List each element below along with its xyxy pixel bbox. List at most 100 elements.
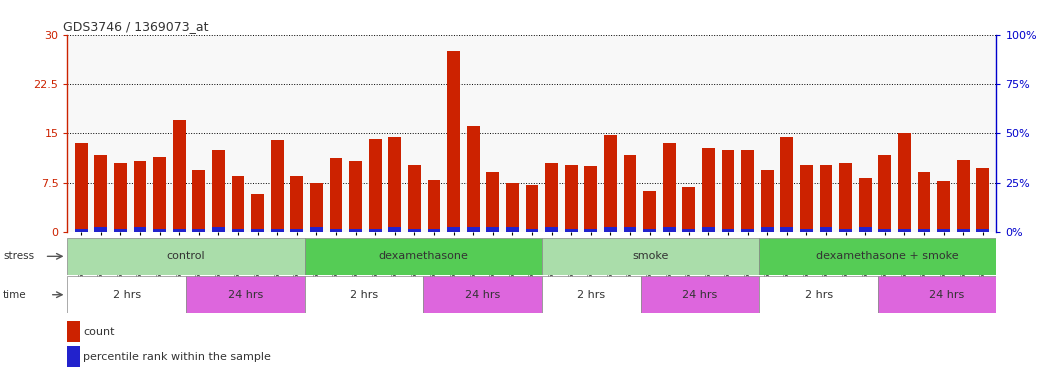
- Text: 2 hrs: 2 hrs: [577, 290, 605, 300]
- Bar: [644, 229, 656, 232]
- Bar: [94, 154, 107, 232]
- Text: GDS3746 / 1369073_at: GDS3746 / 1369073_at: [63, 20, 209, 33]
- Bar: [154, 229, 166, 232]
- Bar: [781, 137, 793, 232]
- Bar: [114, 229, 127, 232]
- Bar: [192, 229, 206, 232]
- Bar: [604, 135, 617, 232]
- Bar: [820, 165, 832, 232]
- Bar: [251, 194, 264, 232]
- Text: 24 hrs: 24 hrs: [929, 290, 964, 300]
- Bar: [702, 227, 715, 232]
- Bar: [349, 161, 362, 232]
- Bar: [937, 229, 950, 232]
- Bar: [644, 192, 656, 232]
- Bar: [759, 238, 1016, 275]
- Bar: [858, 227, 872, 232]
- Bar: [702, 148, 715, 232]
- Bar: [878, 229, 892, 232]
- Bar: [820, 227, 832, 232]
- Bar: [542, 276, 640, 313]
- Bar: [310, 227, 323, 232]
- Bar: [487, 227, 499, 232]
- Bar: [721, 229, 734, 232]
- Bar: [759, 276, 878, 313]
- Bar: [408, 165, 420, 232]
- Bar: [545, 163, 558, 232]
- Bar: [186, 276, 305, 313]
- Text: smoke: smoke: [632, 251, 668, 262]
- Bar: [858, 178, 872, 232]
- Bar: [604, 227, 617, 232]
- Bar: [192, 170, 206, 232]
- Bar: [487, 172, 499, 232]
- Text: count: count: [83, 327, 114, 337]
- Bar: [424, 276, 542, 313]
- Text: percentile rank within the sample: percentile rank within the sample: [83, 352, 271, 362]
- Text: 2 hrs: 2 hrs: [804, 290, 832, 300]
- Bar: [388, 227, 401, 232]
- Bar: [506, 227, 519, 232]
- Bar: [368, 139, 382, 232]
- Bar: [212, 150, 225, 232]
- Bar: [172, 229, 186, 232]
- Bar: [525, 185, 539, 232]
- Bar: [800, 229, 813, 232]
- Bar: [565, 229, 577, 232]
- Bar: [305, 276, 424, 313]
- Bar: [878, 154, 892, 232]
- Bar: [231, 229, 244, 232]
- Text: 2 hrs: 2 hrs: [350, 290, 378, 300]
- Bar: [428, 229, 440, 232]
- Bar: [839, 163, 852, 232]
- Bar: [584, 229, 597, 232]
- Bar: [624, 227, 636, 232]
- Bar: [781, 227, 793, 232]
- Bar: [330, 229, 343, 232]
- Bar: [310, 183, 323, 232]
- Bar: [565, 165, 577, 232]
- Bar: [663, 227, 676, 232]
- Text: 2 hrs: 2 hrs: [113, 290, 141, 300]
- Bar: [800, 165, 813, 232]
- Bar: [114, 163, 127, 232]
- Bar: [305, 238, 542, 275]
- Bar: [388, 137, 401, 232]
- Bar: [447, 51, 460, 232]
- Bar: [663, 143, 676, 232]
- Bar: [291, 229, 303, 232]
- Text: 24 hrs: 24 hrs: [682, 290, 717, 300]
- Bar: [134, 161, 146, 232]
- Bar: [545, 227, 558, 232]
- Bar: [957, 229, 969, 232]
- Bar: [154, 157, 166, 232]
- Text: dexamethasone: dexamethasone: [378, 251, 468, 262]
- Bar: [761, 170, 773, 232]
- Bar: [957, 160, 969, 232]
- Bar: [542, 238, 759, 275]
- Text: control: control: [167, 251, 206, 262]
- Bar: [839, 229, 852, 232]
- Bar: [94, 227, 107, 232]
- Bar: [898, 134, 910, 232]
- Text: stress: stress: [3, 251, 34, 262]
- Bar: [640, 276, 759, 313]
- Bar: [251, 229, 264, 232]
- Text: 24 hrs: 24 hrs: [465, 290, 500, 300]
- Bar: [937, 181, 950, 232]
- Bar: [878, 276, 1016, 313]
- Bar: [172, 120, 186, 232]
- Bar: [271, 229, 283, 232]
- Bar: [271, 140, 283, 232]
- Bar: [741, 229, 754, 232]
- Bar: [918, 172, 930, 232]
- Bar: [506, 183, 519, 232]
- Text: dexamethasone + smoke: dexamethasone + smoke: [817, 251, 959, 262]
- Bar: [67, 276, 186, 313]
- Bar: [212, 227, 225, 232]
- Bar: [231, 176, 244, 232]
- Bar: [447, 227, 460, 232]
- Bar: [918, 229, 930, 232]
- Bar: [721, 150, 734, 232]
- Bar: [75, 143, 87, 232]
